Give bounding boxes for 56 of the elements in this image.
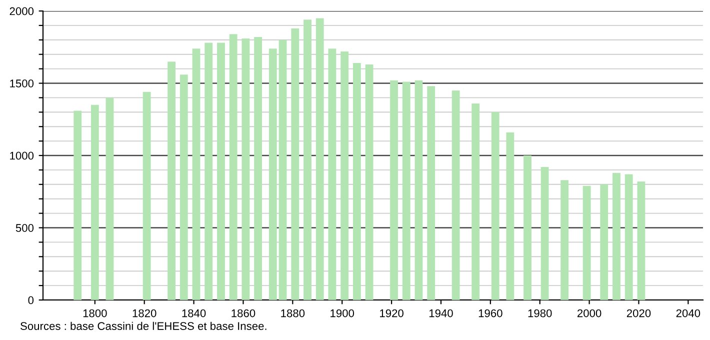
bar	[452, 90, 460, 300]
bar	[229, 34, 238, 300]
x-tick-label: 1820	[132, 309, 156, 318]
bar	[352, 63, 361, 300]
bar	[365, 64, 374, 300]
bar	[582, 186, 591, 300]
x-tick-label: 1880	[281, 309, 305, 318]
bar	[637, 182, 646, 300]
bar	[278, 40, 287, 300]
bar	[268, 48, 277, 300]
x-tick-label: 2040	[676, 309, 700, 318]
bar	[328, 48, 336, 300]
bar	[168, 62, 176, 300]
x-tick-label: 1860	[232, 309, 256, 318]
bar	[506, 132, 514, 300]
bar	[192, 48, 200, 300]
bar	[390, 80, 398, 300]
x-tick-label: 1840	[182, 309, 206, 318]
bar	[427, 86, 436, 300]
bar	[106, 98, 114, 300]
bar	[624, 174, 633, 300]
bar	[472, 103, 480, 300]
bar	[340, 51, 349, 300]
bar	[316, 18, 324, 300]
source-note: Sources : base Cassini de l'EHESS et base Insee.	[20, 322, 266, 330]
bar	[612, 172, 620, 300]
bar	[142, 92, 151, 300]
x-tick-label: 2020	[626, 309, 651, 318]
bar	[600, 184, 608, 300]
bar	[217, 42, 225, 300]
bar	[204, 42, 213, 300]
bar	[254, 37, 262, 300]
bar	[540, 167, 549, 300]
x-tick-label: 1980	[528, 309, 552, 318]
y-tick-label: 0	[28, 296, 34, 304]
bar	[74, 110, 82, 300]
bar	[180, 74, 188, 300]
bar	[560, 180, 569, 300]
y-tick-label: 2000	[10, 7, 34, 16]
bar	[524, 156, 532, 300]
x-tick-label: 1800	[83, 309, 107, 318]
x-tick-label: 1940	[429, 309, 453, 318]
y-tick-label: 1000	[10, 152, 34, 160]
bar	[491, 112, 500, 300]
y-tick-label: 1500	[10, 80, 34, 88]
x-tick-label: 2000	[577, 309, 602, 318]
bar	[414, 80, 423, 300]
x-tick-label: 1960	[478, 309, 502, 318]
x-tick-label: 1920	[380, 309, 404, 318]
bar	[291, 28, 300, 300]
bar	[304, 20, 312, 300]
y-tick-label: 500	[16, 224, 34, 232]
bar	[242, 38, 250, 300]
bar	[90, 104, 99, 300]
x-tick-label: 1900	[330, 309, 354, 318]
bar	[402, 82, 410, 300]
